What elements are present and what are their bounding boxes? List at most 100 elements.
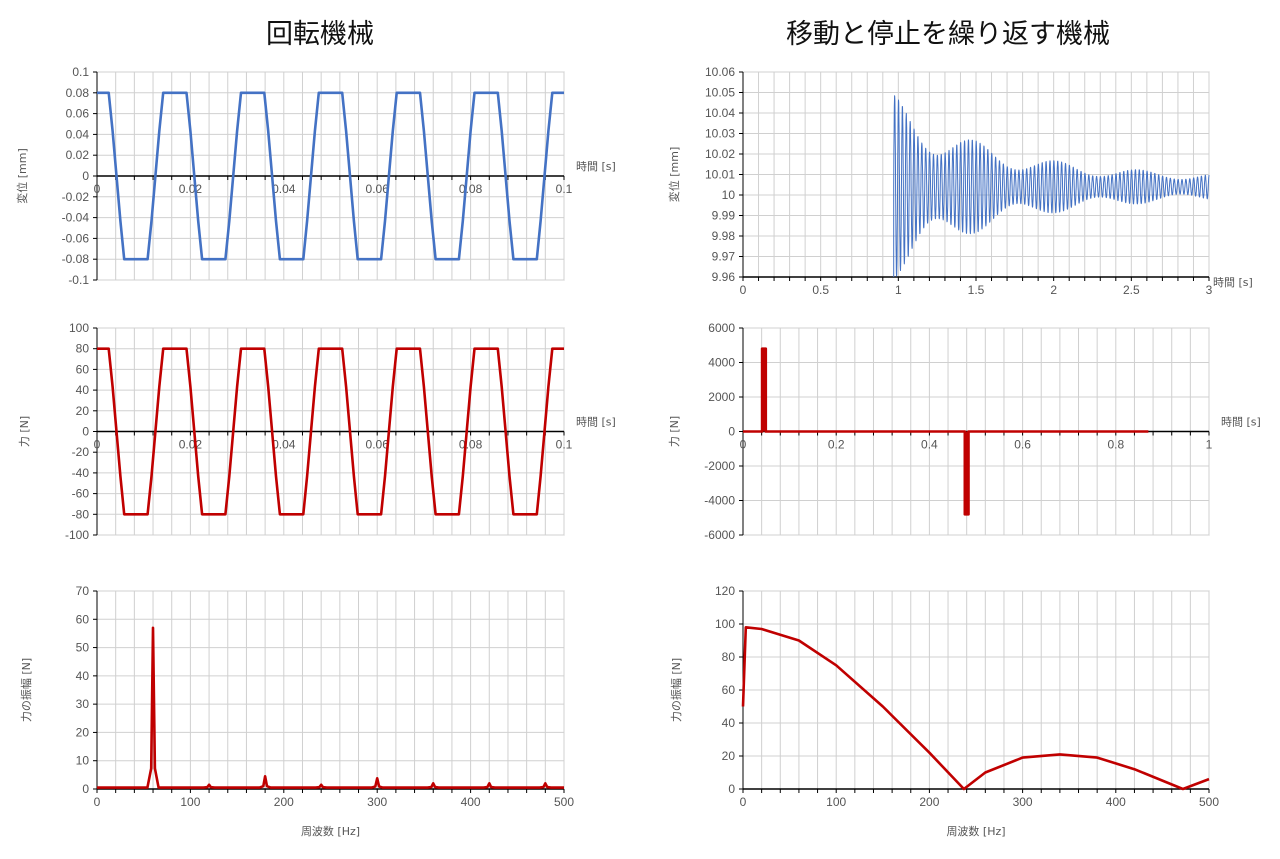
y-axis-title: 力 [N] — [668, 416, 681, 447]
y-tick-label: 20 — [76, 404, 90, 418]
chart-rot-disp: -0.1 -0.08 -0.06 -0.04 -0.02 0 0.02 0.04 0.06 0.0… — [15, 65, 616, 287]
x-tick-label: 0.04 — [272, 182, 296, 196]
x-tick-label: 400 — [461, 795, 481, 809]
y-tick-label: 10.01 — [705, 168, 735, 182]
series-line — [97, 626, 564, 789]
y-tick-label: 9.99 — [712, 209, 736, 223]
y-tick-label: -40 — [72, 466, 90, 480]
y-tick-label: 100 — [69, 321, 89, 335]
y-axis-title: 変位 [mm] — [667, 147, 681, 203]
x-tick-label: 300 — [367, 795, 387, 809]
x-tick-label: 2 — [1050, 283, 1057, 297]
pulse-bar — [964, 431, 969, 515]
x-axis-title: 時間 [s] — [576, 416, 616, 429]
x-tick-label: 0.06 — [366, 438, 390, 452]
x-tick-label: 0.5 — [812, 283, 829, 297]
y-tick-label: 60 — [76, 612, 90, 626]
x-tick-label: 0.1 — [556, 182, 573, 196]
y-tick-label: 2000 — [708, 390, 735, 404]
x-tick-label: 3 — [1206, 283, 1213, 297]
y-tick-label: 0.06 — [66, 107, 90, 121]
y-tick-label: -20 — [72, 445, 90, 459]
y-tick-label: 9.98 — [712, 229, 736, 243]
x-tick-label: 500 — [1199, 795, 1219, 809]
chart-stop-disp: 9.969.979.989.991010.0110.0210.0310.0410… — [667, 65, 1253, 297]
y-axis-title: 力の振幅 [N] — [669, 658, 683, 722]
x-axis-title: 周波数 [Hz] — [946, 825, 1005, 838]
y-tick-label: 10.05 — [705, 86, 735, 100]
y-tick-label: 40 — [76, 383, 90, 397]
x-tick-label: 0 — [94, 438, 101, 452]
x-tick-label: 2.5 — [1123, 283, 1140, 297]
y-tick-label: 10.06 — [705, 65, 735, 79]
y-tick-label: 80 — [722, 650, 736, 664]
y-tick-label: -80 — [72, 507, 90, 521]
y-tick-label: 40 — [76, 669, 90, 683]
x-tick-label: 0 — [740, 283, 747, 297]
y-tick-label: 0.02 — [66, 148, 90, 162]
chart-rot-spectrum: 0 10 20 30 40 50 60 70 0 100 200 300 400 500 周波数 [Hz] 力… — [19, 584, 574, 838]
x-tick-label: 300 — [1013, 795, 1033, 809]
y-tick-label: 4000 — [708, 356, 735, 370]
x-tick-label: 100 — [826, 795, 846, 809]
x-tick-label: 0.1 — [556, 438, 573, 452]
x-tick-label: 0 — [94, 795, 101, 809]
x-tick-label: 0.06 — [366, 182, 390, 196]
y-tick-label: -0.06 — [62, 231, 90, 245]
x-tick-label: 0.2 — [828, 438, 845, 452]
y-tick-label: -60 — [72, 487, 90, 501]
y-tick-label: 10.03 — [705, 127, 735, 141]
x-tick-label: 1 — [895, 283, 902, 297]
series-line — [97, 347, 564, 516]
y-axis-title: 変位 [mm] — [15, 148, 29, 204]
left-column-title: 回転機械 — [266, 19, 374, 50]
y-tick-label: 20 — [722, 749, 736, 763]
series-line — [97, 91, 564, 261]
x-tick-label: 0 — [94, 182, 101, 196]
y-tick-label: 10 — [722, 188, 736, 202]
y-tick-label: 70 — [76, 584, 90, 598]
chart-stop-spectrum: 0 20 40 60 80 100 120 0 100 200 300 400 500 周波数 [Hz] 力… — [669, 584, 1219, 838]
x-axis-title: 時間 [s] — [576, 160, 616, 173]
x-tick-label: 0.08 — [459, 438, 483, 452]
y-tick-label: 6000 — [708, 321, 735, 335]
y-tick-label: -6000 — [704, 528, 735, 542]
y-tick-label: 0.1 — [72, 65, 89, 79]
x-tick-label: 0 — [740, 438, 747, 452]
right-column-title: 移動と停止を繰り返す機械 — [786, 19, 1110, 50]
y-tick-label: -100 — [65, 528, 89, 542]
y-tick-label: 0.04 — [66, 127, 90, 141]
x-tick-label: 0.02 — [179, 182, 203, 196]
x-axis-title: 周波数 [Hz] — [301, 825, 360, 838]
y-tick-label: 60 — [76, 362, 90, 376]
x-tick-label: 500 — [554, 795, 574, 809]
y-tick-label: 60 — [722, 683, 736, 697]
x-tick-label: 1.5 — [968, 283, 985, 297]
y-axis-title: 力 [N] — [18, 416, 31, 447]
x-tick-label: 0.08 — [459, 182, 483, 196]
x-tick-label: 1 — [1206, 438, 1213, 452]
y-tick-label: 50 — [76, 641, 90, 655]
chart-rot-force: -100 -80 -60 -40 -20 0 20 40 60 80 100 0 0.02 0.04 0.0… — [18, 321, 616, 542]
y-tick-label: 30 — [76, 697, 90, 711]
x-tick-label: 0.02 — [179, 438, 203, 452]
y-tick-label: 9.97 — [712, 250, 736, 264]
y-tick-label: 9.96 — [712, 270, 736, 284]
y-tick-label: 40 — [722, 716, 736, 730]
y-tick-label: 10.04 — [705, 106, 735, 120]
y-tick-label: 10.02 — [705, 147, 735, 161]
y-tick-label: -0.08 — [62, 252, 90, 266]
x-tick-label: 200 — [919, 795, 939, 809]
plot-area — [96, 590, 565, 790]
y-tick-label: 20 — [76, 725, 90, 739]
series-line — [893, 95, 1210, 277]
y-tick-label: 80 — [76, 342, 90, 356]
x-tick-label: 0 — [740, 795, 747, 809]
y-axis-title: 力の振幅 [N] — [19, 658, 33, 722]
y-tick-label: 0 — [728, 782, 735, 796]
y-tick-label: 0 — [82, 425, 89, 439]
x-axis-title: 時間 [s] — [1221, 416, 1261, 429]
x-tick-label: 200 — [274, 795, 294, 809]
series-line — [741, 626, 1210, 791]
